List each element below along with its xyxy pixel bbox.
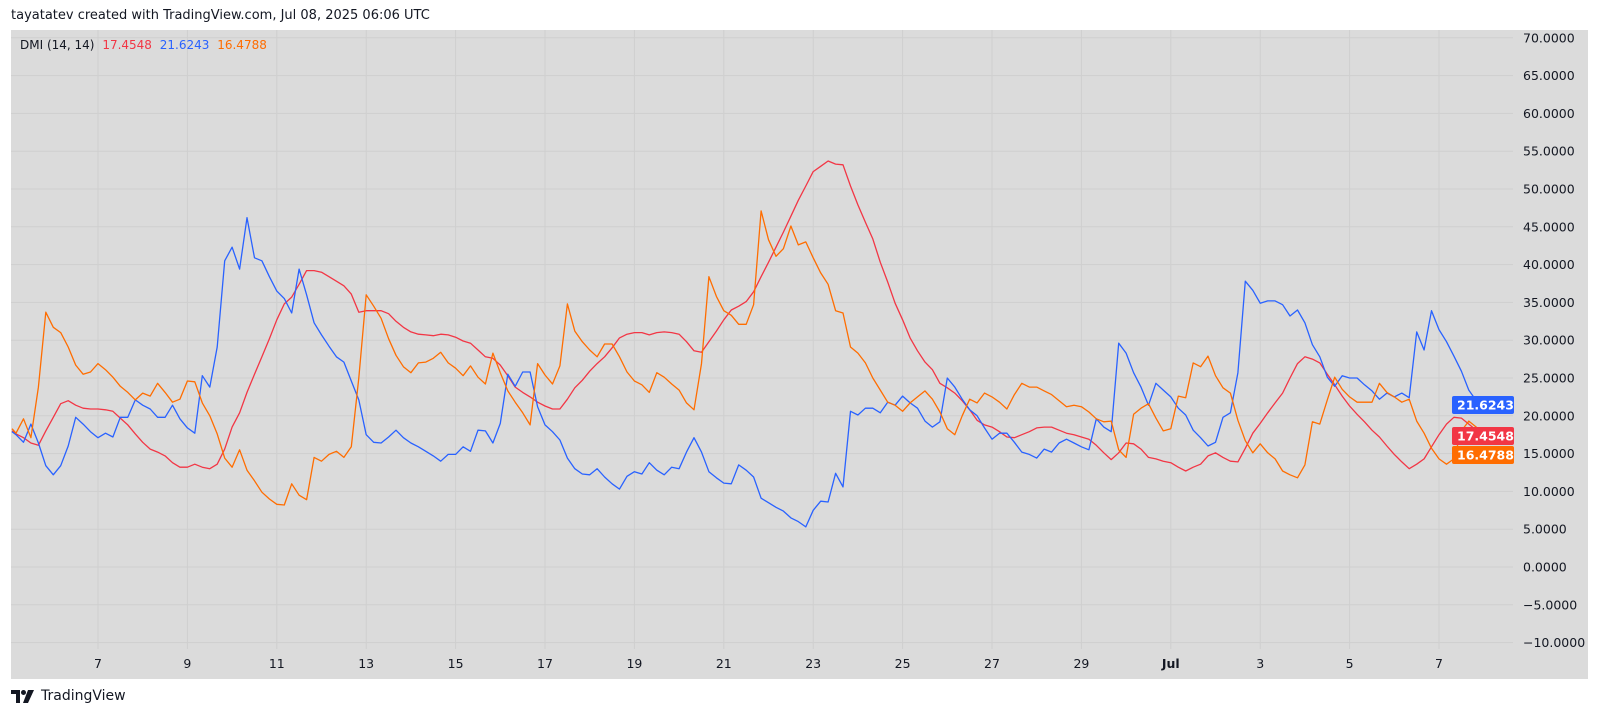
last-value-box — [1452, 396, 1514, 414]
y-tick-label: 65.0000 — [1523, 68, 1575, 83]
blue-series-line — [11, 217, 1492, 528]
y-tick-label: 15.0000 — [1523, 446, 1575, 461]
orange-series-line — [11, 210, 1492, 506]
x-tick-label: 5 — [1346, 656, 1354, 671]
grid-lines — [11, 30, 1513, 649]
y-tick-label: 0.0000 — [1523, 560, 1567, 575]
last-value-text: 16.4788 — [1457, 448, 1514, 463]
legend-value-blue: 21.6243 — [159, 38, 210, 52]
y-tick-label: 45.0000 — [1523, 219, 1575, 234]
y-tick-label: −10.0000 — [1523, 635, 1585, 650]
tradingview-logo[interactable]: TradingView — [11, 688, 126, 704]
chart-attribution: tayatatev created with TradingView.com, … — [11, 8, 430, 23]
x-tick-label: 21 — [716, 656, 732, 671]
y-tick-label: 55.0000 — [1523, 144, 1575, 159]
x-tick-label: 19 — [626, 656, 642, 671]
y-tick-label: 30.0000 — [1523, 333, 1575, 348]
x-tick-label: 25 — [895, 656, 911, 671]
x-tick-label: 17 — [537, 656, 553, 671]
y-tick-label: 20.0000 — [1523, 408, 1575, 423]
time-axis[interactable]: 7 9 11 13 15 17 19 21 23 25 27 29 Jul 3 5 7 — [94, 656, 1443, 671]
x-tick-label: 15 — [448, 656, 464, 671]
x-tick-label: 27 — [984, 656, 1000, 671]
x-tick-label: 23 — [805, 656, 821, 671]
last-value-text: 17.4548 — [1457, 429, 1514, 444]
y-tick-label: 25.0000 — [1523, 371, 1575, 386]
y-tick-label: 60.0000 — [1523, 106, 1575, 121]
y-tick-label: 70.0000 — [1523, 30, 1575, 45]
x-tick-label: 7 — [1435, 656, 1443, 671]
x-tick-label: 11 — [269, 656, 285, 671]
price-axis[interactable]: 70.0000 65.0000 60.0000 55.0000 50.0000 45.00… — [1523, 30, 1585, 650]
y-tick-label: 50.0000 — [1523, 182, 1575, 197]
x-tick-label: Jul — [1161, 656, 1180, 671]
y-tick-label: 40.0000 — [1523, 257, 1575, 272]
last-value-red: 17.4548 — [1452, 427, 1514, 445]
indicator-name: DMI (14, 14) — [20, 38, 95, 52]
logo-text: TradingView — [41, 688, 126, 704]
last-value-box — [1452, 427, 1514, 445]
series-lines — [11, 160, 1492, 528]
last-value-box — [1452, 446, 1514, 464]
x-tick-label: 13 — [358, 656, 374, 671]
chart-panel[interactable] — [11, 30, 1588, 679]
y-tick-label: 35.0000 — [1523, 295, 1575, 310]
y-tick-label: −5.0000 — [1523, 597, 1577, 612]
x-tick-label: 9 — [183, 656, 191, 671]
x-tick-label: 3 — [1256, 656, 1264, 671]
last-value-orange: 16.4788 — [1452, 446, 1514, 464]
legend-value-orange: 16.4788 — [217, 38, 267, 52]
y-tick-label: 5.0000 — [1523, 522, 1567, 537]
last-value-text: 21.6243 — [1457, 398, 1514, 413]
last-value-blue: 21.6243 — [1452, 396, 1514, 414]
last-value-labels: 21.6243 17.4548 16.4788 — [1452, 396, 1514, 464]
legend-value-red: 17.4548 — [102, 38, 152, 52]
y-tick-label: 10.0000 — [1523, 484, 1575, 499]
red-series-line — [11, 160, 1492, 472]
indicator-legend[interactable]: DMI (14, 14) 17.4548 21.6243 16.4788 — [20, 38, 271, 52]
x-tick-label: 29 — [1073, 656, 1089, 671]
tradingview-logo-icon — [11, 689, 34, 703]
x-tick-label: 7 — [94, 656, 102, 671]
